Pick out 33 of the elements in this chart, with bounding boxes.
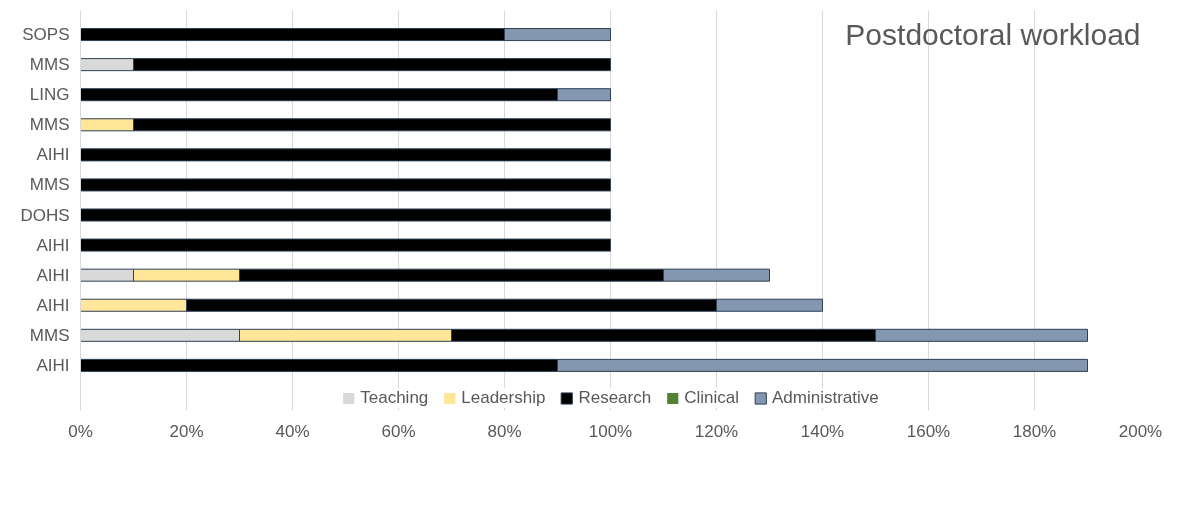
x-tick-label: 40% <box>275 421 310 441</box>
legend-label: Teaching <box>360 388 429 408</box>
x-tick-label: 180% <box>1012 421 1057 441</box>
x-tick-label: 80% <box>487 421 522 441</box>
legend-label: Clinical <box>684 388 739 408</box>
bar <box>80 178 611 192</box>
y-tick-label: AIHI <box>36 235 70 255</box>
x-tick-label: 20% <box>169 421 204 441</box>
legend-label: Administrative <box>771 388 879 408</box>
y-tick-label: MMS <box>29 325 70 345</box>
y-tick-label: MMS <box>29 55 70 75</box>
y-tick-label: DOHS <box>20 205 70 225</box>
y-tick-label: AIHI <box>36 355 70 375</box>
legend-label: Leadership <box>461 388 546 408</box>
bar <box>80 238 611 252</box>
bar <box>80 148 611 162</box>
x-tick-label: 60% <box>381 421 416 441</box>
y-tick-label: AIHI <box>36 265 70 285</box>
y-tick-label: MMS <box>29 175 70 195</box>
x-tick-label: 160% <box>906 421 951 441</box>
x-tick-label: 200% <box>1118 421 1163 441</box>
x-tick-label: 120% <box>694 421 739 441</box>
y-tick-label: MMS <box>29 115 70 135</box>
legend-label: Research <box>578 388 652 408</box>
x-tick-label: 100% <box>588 421 633 441</box>
x-tick-label: 140% <box>800 421 845 441</box>
y-tick-label: AIHI <box>36 145 70 165</box>
x-tick-label: 0% <box>68 421 93 441</box>
bar <box>80 208 611 222</box>
y-tick-label: AIHI <box>36 295 70 315</box>
y-tick-label: LING <box>29 85 70 105</box>
y-tick-label: SOPS <box>22 25 70 45</box>
chart-title: Postdoctoral workload <box>845 18 1141 52</box>
